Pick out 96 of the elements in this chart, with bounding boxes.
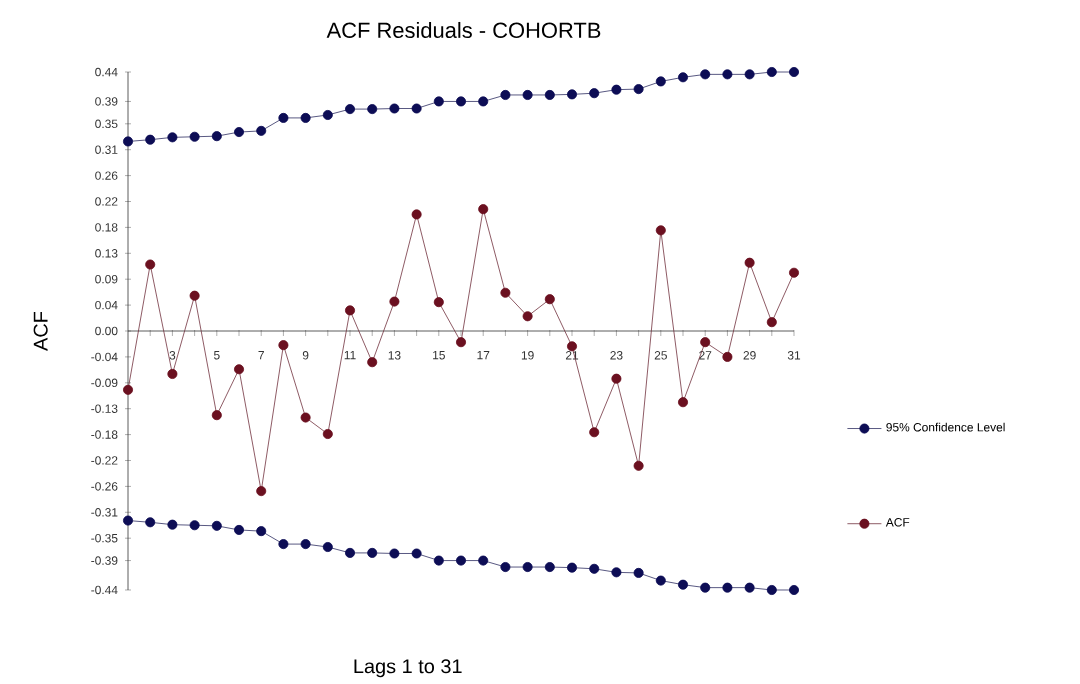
point (389, 548, 400, 559)
point (478, 96, 489, 107)
point (500, 562, 511, 573)
point (189, 131, 200, 142)
point (611, 567, 622, 578)
point (411, 548, 422, 559)
point (700, 69, 711, 80)
point (744, 257, 755, 268)
point (700, 582, 711, 593)
point (544, 294, 555, 305)
point (744, 69, 755, 80)
point (167, 132, 178, 143)
point (567, 341, 578, 352)
point (722, 351, 733, 362)
y-axis-title: ACF (33, 311, 48, 351)
point (544, 90, 555, 101)
point (411, 209, 422, 220)
point (345, 305, 356, 316)
point (722, 582, 733, 593)
point (500, 90, 511, 101)
point (300, 112, 311, 123)
point (433, 96, 444, 107)
point (522, 311, 533, 322)
point (589, 88, 600, 99)
point (700, 337, 711, 348)
point (389, 103, 400, 114)
point (766, 67, 777, 78)
point (478, 555, 489, 566)
point (300, 412, 311, 423)
point (189, 290, 200, 301)
point (655, 76, 666, 87)
point (145, 259, 156, 270)
point (322, 429, 333, 440)
point (456, 555, 467, 566)
point (411, 103, 422, 114)
point (211, 131, 222, 142)
point (234, 127, 245, 138)
point (256, 125, 267, 136)
point (234, 364, 245, 375)
point (655, 225, 666, 236)
point (167, 369, 178, 380)
point (389, 296, 400, 307)
point (211, 410, 222, 421)
point (456, 96, 467, 107)
x-axis-title: Lags 1 to 31 (354, 659, 462, 678)
point (500, 287, 511, 298)
point (678, 397, 689, 408)
point (766, 585, 777, 596)
point (211, 520, 222, 531)
point (567, 562, 578, 573)
point (167, 519, 178, 530)
point (256, 526, 267, 537)
point (256, 486, 267, 497)
point (322, 110, 333, 121)
point (722, 69, 733, 80)
point (789, 585, 800, 596)
point (678, 72, 689, 83)
point (367, 357, 378, 368)
point (567, 89, 578, 100)
point (345, 104, 356, 115)
point (300, 539, 311, 550)
point (655, 575, 666, 586)
point (189, 520, 200, 531)
point (367, 104, 378, 115)
point (145, 517, 156, 528)
point (123, 136, 134, 147)
point (789, 67, 800, 78)
point (633, 460, 644, 471)
point (123, 384, 134, 395)
point (278, 112, 289, 123)
point (522, 90, 533, 101)
point (633, 84, 644, 95)
chart-title: ACF Residuals - COHORTB (326, 22, 601, 39)
point (744, 582, 755, 593)
point (123, 515, 134, 526)
point (544, 562, 555, 573)
point (478, 204, 489, 215)
point (678, 579, 689, 590)
point (589, 427, 600, 438)
point (367, 547, 378, 558)
point (456, 337, 467, 348)
point (633, 567, 644, 578)
point (345, 547, 356, 558)
point (766, 317, 777, 328)
point (322, 542, 333, 553)
point (589, 563, 600, 574)
point (789, 267, 800, 278)
point (145, 134, 156, 145)
point (611, 373, 622, 384)
point (278, 539, 289, 550)
point (433, 555, 444, 566)
point (433, 297, 444, 308)
point (278, 340, 289, 351)
point (234, 525, 245, 536)
point (522, 562, 533, 573)
point (611, 84, 622, 95)
